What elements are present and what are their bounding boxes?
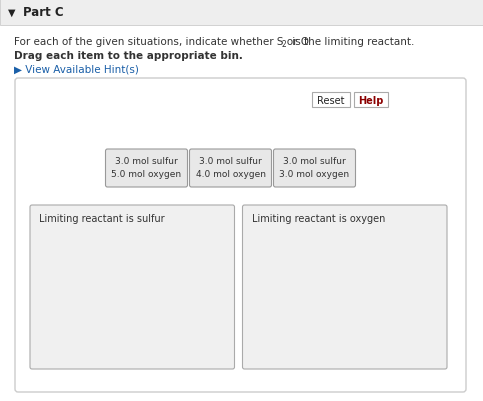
Text: ▶ View Available Hint(s): ▶ View Available Hint(s) xyxy=(14,65,139,75)
Text: Limiting reactant is sulfur: Limiting reactant is sulfur xyxy=(39,213,165,223)
Text: Drag each item to the appropriate bin.: Drag each item to the appropriate bin. xyxy=(14,51,243,61)
Text: Limiting reactant is oxygen: Limiting reactant is oxygen xyxy=(252,213,385,223)
Text: 5.0 mol oxygen: 5.0 mol oxygen xyxy=(112,170,182,179)
Text: Reset: Reset xyxy=(317,95,345,105)
Text: 2: 2 xyxy=(282,40,287,49)
Text: 3.0 mol sulfur: 3.0 mol sulfur xyxy=(115,157,178,166)
Text: is the limiting reactant.: is the limiting reactant. xyxy=(289,37,414,47)
FancyBboxPatch shape xyxy=(354,93,388,108)
FancyBboxPatch shape xyxy=(15,79,466,392)
Text: Part C: Part C xyxy=(23,6,64,20)
FancyBboxPatch shape xyxy=(189,150,271,188)
FancyBboxPatch shape xyxy=(273,150,355,188)
Text: 3.0 mol oxygen: 3.0 mol oxygen xyxy=(280,170,350,179)
Text: 4.0 mol oxygen: 4.0 mol oxygen xyxy=(196,170,266,179)
Text: 3.0 mol sulfur: 3.0 mol sulfur xyxy=(199,157,262,166)
Text: 3.0 mol sulfur: 3.0 mol sulfur xyxy=(283,157,346,166)
Text: Help: Help xyxy=(358,95,384,105)
FancyBboxPatch shape xyxy=(30,205,235,369)
FancyBboxPatch shape xyxy=(105,150,187,188)
Text: ▼: ▼ xyxy=(8,8,16,18)
Text: For each of the given situations, indicate whether S or O: For each of the given situations, indica… xyxy=(14,37,309,47)
FancyBboxPatch shape xyxy=(242,205,447,369)
FancyBboxPatch shape xyxy=(312,93,350,108)
FancyBboxPatch shape xyxy=(0,0,483,26)
